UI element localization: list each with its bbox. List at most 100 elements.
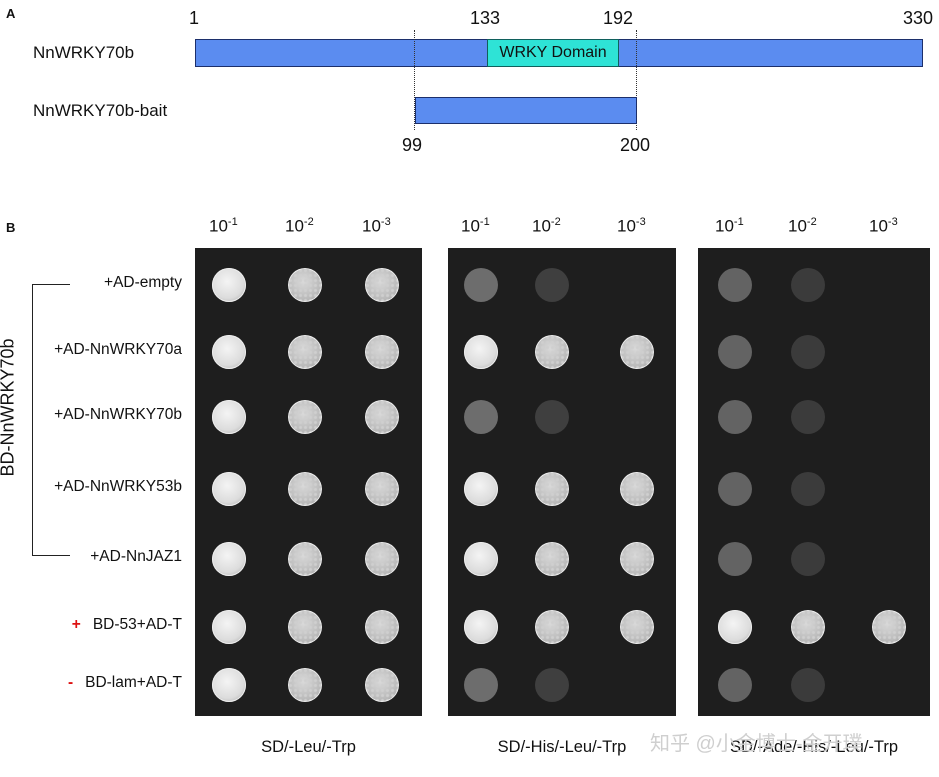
yeast-spot [365, 268, 399, 302]
yeast-spot [791, 668, 825, 702]
dilution-exponent: -2 [550, 216, 561, 228]
position-domain-end: 192 [603, 8, 634, 28]
yeast-spot [791, 268, 825, 302]
yeast-spot [288, 268, 322, 302]
control-sign: - [67, 674, 74, 691]
yeast-spot [288, 610, 322, 644]
bait-end-guide [636, 30, 637, 130]
group-bracket [32, 284, 70, 556]
dilution-exponent: -3 [635, 216, 646, 228]
dilution-base: 10 [617, 216, 636, 236]
yeast-spot [365, 542, 399, 576]
yeast-spot [791, 610, 825, 644]
yeast-spot [620, 335, 654, 369]
dilution-exponent: -3 [380, 216, 391, 228]
row-label: +AD-NnWRKY70a [54, 341, 182, 359]
yeast-spot [718, 472, 752, 506]
dilution-exponent: -3 [887, 216, 898, 228]
yeast-spot [791, 400, 825, 434]
dilution-exponent: -1 [227, 216, 238, 228]
yeast-spot [535, 335, 569, 369]
yeast-spot [791, 335, 825, 369]
yeast-spot [791, 542, 825, 576]
yeast-spot [212, 542, 246, 576]
yeast-spot [464, 472, 498, 506]
dilution-label: 10-2 [532, 216, 561, 237]
dilution-exponent: -1 [479, 216, 490, 228]
yeast-spot [365, 335, 399, 369]
yeast-spot [718, 668, 752, 702]
yeast-spot [212, 268, 246, 302]
yeast-spot [212, 472, 246, 506]
dilution-exponent: -2 [806, 216, 817, 228]
yeast-spot [365, 610, 399, 644]
yeast-spot [718, 400, 752, 434]
dilution-exponent: -2 [303, 216, 314, 228]
yeast-spot [535, 610, 569, 644]
panel-b-letter: B [6, 220, 16, 235]
yeast-spot [791, 472, 825, 506]
yeast-spot [718, 268, 752, 302]
yeast-spot [288, 668, 322, 702]
row-label-text: +AD-NnWRKY70a [54, 341, 182, 358]
row-label-text: BD-53+AD-T [92, 616, 182, 633]
yeast-spot [535, 668, 569, 702]
bait-start-guide [414, 30, 415, 130]
yeast-spot [464, 610, 498, 644]
dilution-label: 10-2 [285, 216, 314, 237]
yeast-spot [288, 335, 322, 369]
yeast-spot [718, 335, 752, 369]
medium-label: SD/-Leu/-Trp [261, 738, 356, 756]
row-label: +AD-empty [104, 274, 182, 292]
row-label-text: +AD-NnWRKY53b [54, 478, 182, 495]
yeast-spot [620, 610, 654, 644]
dilution-label: 10-3 [617, 216, 646, 237]
group-label: BD-NnWRKY70b [0, 338, 18, 477]
yeast-spot [464, 668, 498, 702]
bait-label: NnWRKY70b-bait [33, 101, 168, 120]
yeast-spot [212, 610, 246, 644]
yeast-spot [288, 542, 322, 576]
row-label: + BD-53+AD-T [72, 616, 182, 634]
yeast-spot [288, 400, 322, 434]
dilution-label: 10-1 [461, 216, 490, 237]
dilution-label: 10-1 [715, 216, 744, 237]
position-domain-start: 133 [470, 8, 501, 28]
yeast-spot [718, 610, 752, 644]
yeast-spot [620, 472, 654, 506]
row-label-text: +AD-empty [104, 274, 182, 291]
yeast-spot [535, 400, 569, 434]
position-end: 330 [903, 8, 934, 28]
dilution-label: 10-2 [788, 216, 817, 237]
dilution-exponent: -1 [733, 216, 744, 228]
medium-label: SD/-Ade/-His/-Leu/-Trp [729, 738, 899, 756]
watermark: 知乎 @小金博士-金开璞 [650, 733, 863, 755]
yeast-spot [212, 668, 246, 702]
yeast-spot [365, 400, 399, 434]
row-label: - BD-lam+AD-T [68, 674, 182, 692]
yeast-spot [620, 542, 654, 576]
yeast-spot [535, 542, 569, 576]
dilution-base: 10 [869, 216, 888, 236]
row-label-text: +AD-NnJAZ1 [90, 548, 182, 565]
dilution-base: 10 [715, 216, 734, 236]
yeast-spot [872, 610, 906, 644]
medium-label: SD/-His/-Leu/-Trp [497, 738, 627, 756]
row-label: +AD-NnJAZ1 [90, 548, 182, 566]
bait-bar [415, 97, 637, 124]
protein-label: NnWRKY70b [33, 43, 135, 62]
dilution-base: 10 [532, 216, 551, 236]
yeast-spot [464, 335, 498, 369]
dilution-base: 10 [285, 216, 304, 236]
dilution-label: 10-1 [209, 216, 238, 237]
yeast-spot [212, 400, 246, 434]
yeast-spot [464, 542, 498, 576]
dilution-base: 10 [461, 216, 480, 236]
dilution-label: 10-3 [869, 216, 898, 237]
yeast-spot [718, 542, 752, 576]
row-label-text: +AD-NnWRKY70b [54, 406, 182, 423]
position-bait-start: 99 [402, 135, 423, 155]
dilution-base: 10 [209, 216, 228, 236]
yeast-spot [535, 268, 569, 302]
yeast-spot [288, 472, 322, 506]
